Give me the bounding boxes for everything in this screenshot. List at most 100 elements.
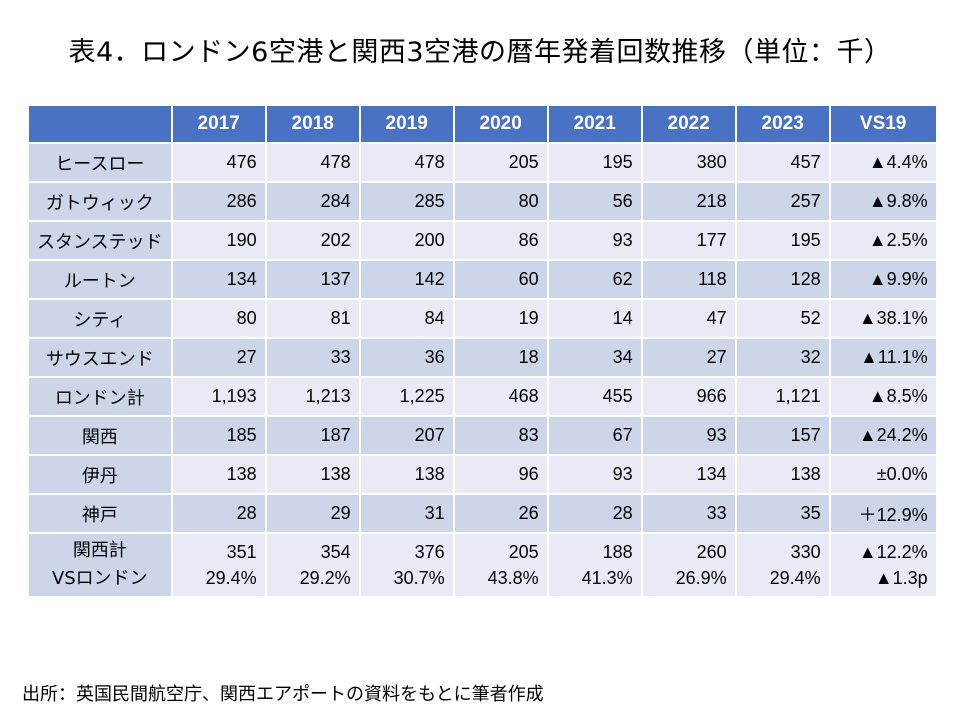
value-cell: 354 29.2% (266, 534, 359, 596)
value-cell: 285 (360, 183, 453, 220)
value-cell: 19 (454, 300, 547, 337)
vs19-cell: ▲9.9% (830, 261, 936, 298)
vs19-cell: ±0.0% (830, 456, 936, 493)
cell-value: 351 (226, 542, 257, 562)
value-cell: 200 (360, 222, 453, 259)
value-cell: 1,121 (736, 378, 829, 415)
row-label: シティ (29, 300, 171, 337)
value-cell: 67 (548, 417, 641, 454)
cell-value: 260 (696, 542, 727, 562)
cell-value-ratio: 43.8% (487, 568, 539, 588)
value-cell: 286 (172, 183, 265, 220)
table-row: 関西 185 187 207 83 67 93 157 ▲24.2% (29, 417, 936, 454)
value-cell: 138 (172, 456, 265, 493)
column-header: 2018 (266, 106, 359, 142)
value-cell: 118 (642, 261, 735, 298)
value-cell: 32 (736, 339, 829, 376)
value-cell: 33 (266, 339, 359, 376)
value-cell: 187 (266, 417, 359, 454)
value-cell: 96 (454, 456, 547, 493)
cell-value: ▲12.2% (858, 542, 928, 562)
value-cell: 93 (642, 417, 735, 454)
value-cell: 205 43.8% (454, 534, 547, 596)
column-header: 2022 (642, 106, 735, 142)
column-header: 2017 (172, 106, 265, 142)
value-cell: 966 (642, 378, 735, 415)
value-cell: 93 (548, 222, 641, 259)
value-cell: 157 (736, 417, 829, 454)
value-cell: 35 (736, 495, 829, 532)
value-cell: 36 (360, 339, 453, 376)
cell-value-ratio: ▲1.3p (874, 568, 928, 588)
value-cell: 185 (172, 417, 265, 454)
value-cell: 137 (266, 261, 359, 298)
value-cell: 84 (360, 300, 453, 337)
table-row: ヒースロー 476 478 478 205 195 380 457 ▲4.4% (29, 144, 936, 181)
value-cell: 27 (172, 339, 265, 376)
vs19-cell: ▲8.5% (830, 378, 936, 415)
cell-value-ratio: 41.3% (581, 568, 633, 588)
value-cell: 33 (642, 495, 735, 532)
row-label: ガトウィック (29, 183, 171, 220)
value-cell: 138 (736, 456, 829, 493)
row-label: ロンドン計 (29, 378, 171, 415)
value-cell: 93 (548, 456, 641, 493)
row-label: ルートン (29, 261, 171, 298)
value-cell: 351 29.4% (172, 534, 265, 596)
cell-value-ratio: 29.4% (205, 568, 257, 588)
cell-value: 354 (320, 542, 351, 562)
vs19-cell: ▲9.8% (830, 183, 936, 220)
value-cell: 195 (548, 144, 641, 181)
source-note: 出所：英国民間航空庁、関西エアポートの資料をもとに筆者作成 (22, 684, 544, 705)
table-row: 関西計 VSロンドン 351 29.4% 354 29.2% 376 30.7% 205 43.8… (29, 534, 936, 596)
row-label: 神戸 (29, 495, 171, 532)
value-cell: 29 (266, 495, 359, 532)
chart-title: 表4．ロンドン6空港と関西3空港の暦年発着回数推移（単位：千） (68, 37, 892, 68)
row-label: 関西計 VSロンドン (29, 534, 171, 596)
table-row: 神戸 28 29 31 26 28 33 35 ＋12.9% (29, 495, 936, 532)
cell-value: 330 (790, 542, 821, 562)
value-cell: 1,193 (172, 378, 265, 415)
value-cell: 455 (548, 378, 641, 415)
cell-value-ratio: 30.7% (393, 568, 445, 588)
vs19-cell: ▲2.5% (830, 222, 936, 259)
value-cell: 81 (266, 300, 359, 337)
column-header: 2019 (360, 106, 453, 142)
row-label: スタンステッド (29, 222, 171, 259)
row-label: サウスエンド (29, 339, 171, 376)
value-cell: 1,213 (266, 378, 359, 415)
value-cell: 218 (642, 183, 735, 220)
vs19-cell: ▲38.1% (830, 300, 936, 337)
cell-value-ratio: 26.9% (675, 568, 727, 588)
cell-value: 376 (414, 542, 445, 562)
value-cell: 457 (736, 144, 829, 181)
table-row: ロンドン計 1,193 1,213 1,225 468 455 966 1,121 ▲8.5% (29, 378, 936, 415)
value-cell: 80 (172, 300, 265, 337)
column-header: 2020 (454, 106, 547, 142)
value-cell: 128 (736, 261, 829, 298)
vs19-cell: ＋12.9% (830, 495, 936, 532)
column-header: 2021 (548, 106, 641, 142)
row-label: 関西 (29, 417, 171, 454)
table-row: サウスエンド 27 33 36 18 34 27 32 ▲11.1% (29, 339, 936, 376)
value-cell: 380 (642, 144, 735, 181)
table-row: スタンステッド 190 202 200 86 93 177 195 ▲2.5% (29, 222, 936, 259)
movements-table: 2017 2018 2019 2020 2021 2022 2023 VS19 ヒースロー 47… (27, 104, 938, 598)
header-corner (29, 106, 171, 142)
column-header: 2023 (736, 106, 829, 142)
value-cell: 478 (360, 144, 453, 181)
value-cell: 142 (360, 261, 453, 298)
column-header: VS19 (830, 106, 936, 142)
value-cell: 190 (172, 222, 265, 259)
value-cell: 207 (360, 417, 453, 454)
value-cell: 138 (360, 456, 453, 493)
value-cell: 62 (548, 261, 641, 298)
cell-value-ratio: 29.4% (769, 568, 821, 588)
row-label: ヒースロー (29, 144, 171, 181)
row-label-line: 関西計 (72, 540, 127, 561)
cell-value: 205 (508, 542, 539, 562)
value-cell: 60 (454, 261, 547, 298)
value-cell: 28 (172, 495, 265, 532)
value-cell: 34 (548, 339, 641, 376)
value-cell: 56 (548, 183, 641, 220)
